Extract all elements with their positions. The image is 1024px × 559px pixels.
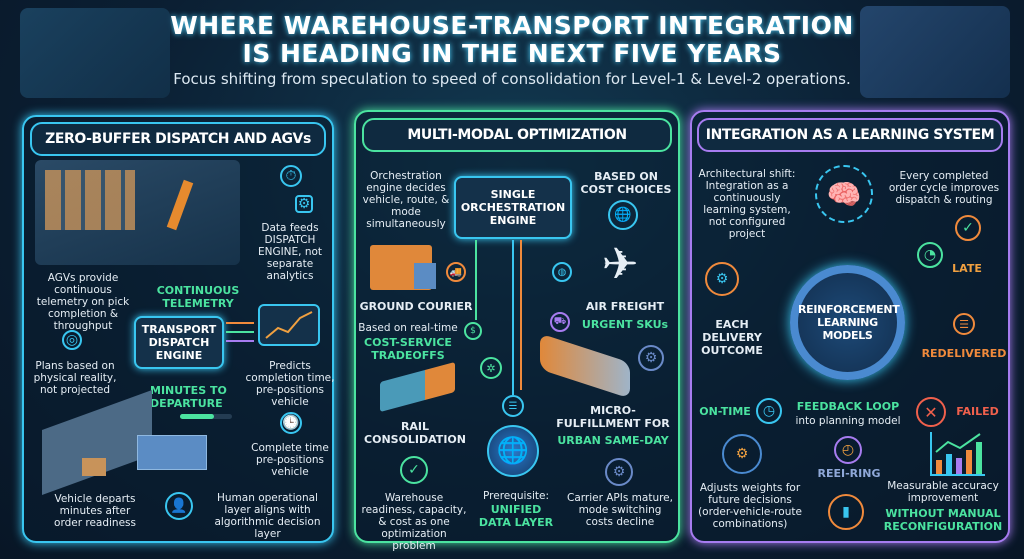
adjusts-weights-text: Adjusts weights for future decisions (or… [698,482,802,530]
minutes-to-departure-label: MINUTES TO DEPARTURE [150,384,227,410]
late-label: LATE [952,262,982,275]
connector-line [520,240,522,390]
rerouting-timer-icon: ◴ [834,436,862,464]
rerouting-label: REEI-RING [817,467,881,480]
failed-x-icon: ✕ [916,397,946,427]
vehicle-departs-text: Vehicle departs minutes after order read… [54,493,136,529]
prerequisite-text: Prerequisite: [483,490,549,502]
title-line-2: IS HEADING IN THE NEXT FIVE YEARS [242,39,782,68]
continuous-telemetry-label: CONTINUOUS TELEMETRY [156,284,240,310]
redelivered-label: REDELIVERED [921,347,1007,360]
clock-icon: 🕒 [280,412,302,434]
unified-data-layer-label: UNIFIED DATA LAYER [478,503,554,529]
plans-text: Plans based on physical reality, not pro… [33,360,117,396]
carrier-apis-text: Carrier APIs mature, mode switching cost… [567,492,673,528]
brain-head-icon: 🧠 [815,165,873,223]
each-delivery-outcome-label: EACH DELIVERY OUTCOME [701,318,763,357]
warehouse-illustration [20,8,170,98]
air-freight-label: AIR FREIGHT [585,300,665,313]
feedback-loop-label: FEEDBACK LOOP [796,400,900,413]
gear-api-icon: ⚙ [605,458,633,486]
truck-illustration [370,245,436,290]
warehouse-agv-illustration [35,160,240,265]
globe-icon: 🌐 [608,200,638,230]
feedback-loop-sub: into planning model [795,415,901,427]
departure-progress-bar [180,414,232,419]
bar-chart-icon [930,432,985,476]
reinforcement-gear: REINFORCEMENT LEARNING MODELS [790,265,905,380]
chart-monitor-icon [258,304,320,346]
gear-shield-icon: ⚙ [638,345,664,371]
gear-check-icon: ✓ [400,456,428,484]
rail-consolidation-label: RAIL CONSOLIDATION [364,420,466,446]
cycle-check-icon: ✓ [955,215,981,241]
sensor-icon: ◎ [62,330,82,350]
gear-cycle-icon: ⚙ [705,262,739,296]
agvs-text: AGVs provide continuous telemetry on pic… [36,272,130,332]
panel1-title: ZERO-BUFFER DISPATCH AND AGVs [30,122,326,156]
single-orchestration-engine: SINGLE ORCHESTRATION ENGINE [454,176,572,239]
title-line-1: WHERE WAREHOUSE-TRANSPORT INTEGRATION [170,11,854,40]
micro-fulfillment-label: MICRO-FULFILLMENT FOR [556,404,670,430]
arrow-orange [226,322,254,324]
loading-dock-truck-illustration [42,389,222,496]
measurable-accuracy-text: Measurable accuracy improvement [887,480,999,504]
gear-icon: ⚙ [295,195,313,213]
cost-service-tradeoffs-label: COST-SERVICE TRADEOFFS [364,336,452,362]
cost-choices-label: BASED ON COST CHOICES [580,170,672,196]
server-icon: ☰ [502,395,524,417]
urgent-skus-label: URGENT SKUs [581,318,669,331]
orchestration-note: Orchestration engine decides vehicle, ro… [362,170,450,230]
cycle-chart-icon: ▮ [828,494,864,530]
truck-icon: 🚚 [446,262,466,282]
connector-line [512,240,514,395]
without-manual-reconfiguration-label: WITHOUT MANUAL RECONFIGURATION [883,507,1003,533]
network-icon: ✲ [480,357,502,379]
urban-same-day-label: URBAN SAME-DAY [557,434,669,447]
ground-courier-label: GROUND COURIER [359,300,473,313]
globe-small-icon: ◍ [552,262,572,282]
gear-network-icon: ⚙ [722,434,762,474]
subtitle: Focus shifting from speculation to speed… [173,70,851,88]
airplane-illustration: ✈ [601,239,639,290]
stopwatch-icon: ⏱ [280,165,302,187]
predicts-text: Predicts completion time, pre-positions … [245,360,335,408]
arrow-purple [226,340,254,342]
reinforcement-learning-models-label: REINFORCEMENT LEARNING MODELS [798,303,900,342]
arrow-green [226,331,254,333]
user-cycle-icon: 👤 [165,492,193,520]
realtime-text: Based on real-time [358,322,458,334]
warehouse-readiness-text: Warehouse readiness, capacity, & cost as… [361,492,467,552]
on-time-label: ON-TIME [699,405,751,418]
document-icon: ☰ [953,313,975,335]
architectural-shift-text: Architectural shift: Integration as a co… [698,168,796,240]
human-layer-text: Human operational layer aligns with algo… [214,492,321,540]
data-feeds-text: Data feeds DISPATCH ENGINE, not separate… [257,222,323,282]
clock-cycle-icon: ◷ [756,398,782,424]
failed-label: FAILED [956,405,999,418]
connector-line [475,240,477,320]
timer-check-icon: ◔ [917,242,943,268]
hand-coin-icon: $ [464,322,482,340]
every-cycle-text: Every completed order cycle improves dis… [888,170,1000,206]
globe-data-layer-icon: 🌐 [487,425,539,477]
delivery-van-icon: ⛟ [550,312,570,332]
complete-time-text: Complete time pre-positions vehicle [251,442,329,478]
panel2-title: MULTI-MODAL OPTIMIZATION [362,118,672,152]
transport-dispatch-engine: TRANSPORT DISPATCH ENGINE [134,316,224,369]
city-illustration [860,6,1010,98]
panel3-title: INTEGRATION AS A LEARNING SYSTEM [697,118,1003,152]
